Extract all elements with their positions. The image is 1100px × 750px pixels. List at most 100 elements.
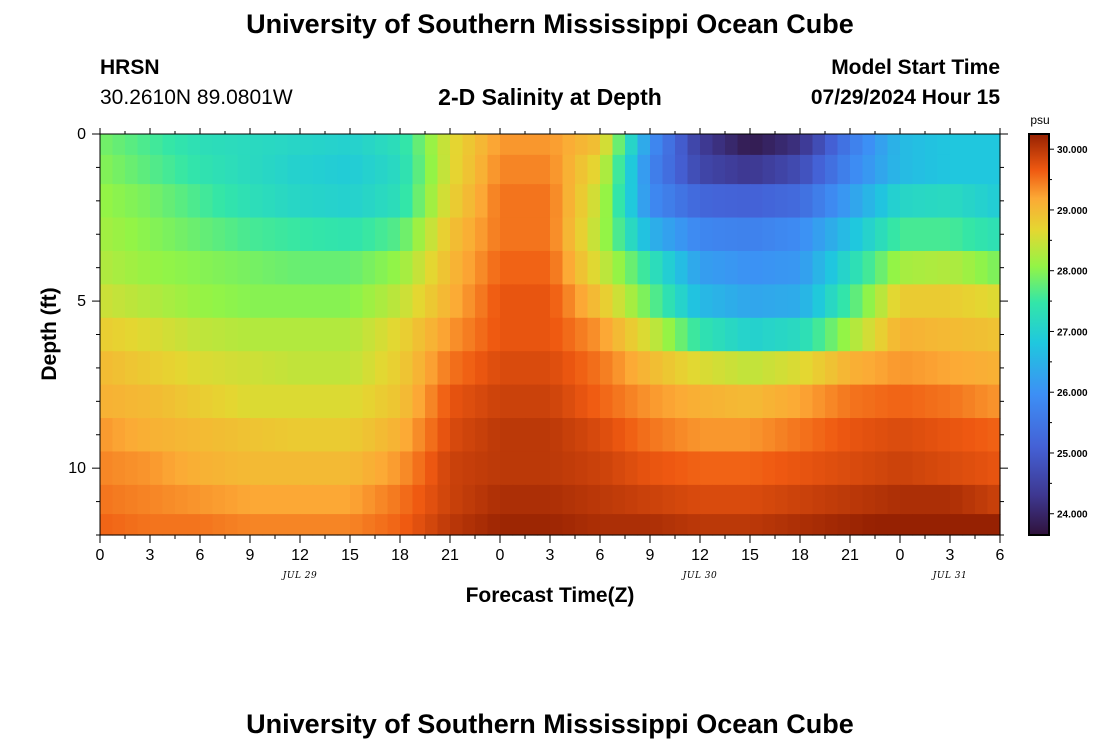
heat-cell xyxy=(900,317,914,352)
heat-cell xyxy=(312,317,326,352)
axes: 0 3 6 9 12 15 18 21 0 3 6 9 12 15 18 21 0 3 6 JUL 29 JUL 30 J… xyxy=(68,126,1008,581)
heat-cell xyxy=(100,451,114,486)
heat-cell xyxy=(650,384,664,419)
heat-cell xyxy=(675,451,689,486)
heat-cell xyxy=(237,351,251,386)
heat-cell xyxy=(412,134,426,156)
heat-cell xyxy=(675,250,689,285)
heat-cell xyxy=(150,134,164,156)
heat-cell xyxy=(937,514,951,536)
heat-cell xyxy=(800,184,814,219)
heat-cell xyxy=(137,284,151,319)
heat-cell xyxy=(750,317,764,352)
heat-cell xyxy=(762,418,776,453)
heat-cell xyxy=(700,451,714,486)
heat-cell xyxy=(187,484,201,515)
heat-cell xyxy=(662,451,676,486)
heat-cell xyxy=(587,250,601,285)
heat-cell xyxy=(637,217,651,252)
heat-cell xyxy=(425,134,439,156)
heat-cell xyxy=(275,134,289,156)
heat-cell xyxy=(850,451,864,486)
heat-cell xyxy=(537,418,551,453)
heat-cell xyxy=(512,451,526,486)
heat-cell xyxy=(537,317,551,352)
heat-cell xyxy=(312,217,326,252)
heat-cell xyxy=(800,451,814,486)
heat-cell xyxy=(887,317,901,352)
heat-cell xyxy=(525,250,539,285)
heat-cell xyxy=(612,284,626,319)
heat-cell xyxy=(437,484,451,515)
heat-cell xyxy=(962,184,976,219)
heat-cell xyxy=(812,250,826,285)
heat-cell xyxy=(125,484,139,515)
heat-cell xyxy=(975,451,989,486)
heat-cell xyxy=(387,250,401,285)
heat-cell xyxy=(262,284,276,319)
heat-cell xyxy=(500,134,514,156)
heat-cell xyxy=(825,351,839,386)
heat-cell xyxy=(575,351,589,386)
heat-cell xyxy=(175,418,189,453)
heat-cell xyxy=(437,250,451,285)
heat-cell xyxy=(500,217,514,252)
heat-cell xyxy=(875,384,889,419)
heat-cell xyxy=(925,351,939,386)
heat-cell xyxy=(862,250,876,285)
heat-cell xyxy=(712,484,726,515)
heat-cell xyxy=(887,217,901,252)
heat-cell xyxy=(450,484,464,515)
heat-cell xyxy=(875,514,889,536)
heat-cell xyxy=(212,484,226,515)
heat-cell xyxy=(737,184,751,219)
heat-cell xyxy=(575,384,589,419)
heat-cell xyxy=(212,284,226,319)
heat-cell xyxy=(650,351,664,386)
heat-cell xyxy=(262,250,276,285)
heat-cell xyxy=(625,451,639,486)
heat-cell xyxy=(250,184,264,219)
heat-cell xyxy=(225,154,239,185)
heat-cell xyxy=(350,250,364,285)
heat-cell xyxy=(787,250,801,285)
heat-cell xyxy=(787,484,801,515)
heat-cell xyxy=(287,317,301,352)
heat-cell xyxy=(750,134,764,156)
heat-cell xyxy=(500,351,514,386)
heat-cell xyxy=(775,154,789,185)
heat-cell xyxy=(425,514,439,536)
heat-cell xyxy=(425,217,439,252)
heat-cell xyxy=(275,317,289,352)
heat-cell xyxy=(537,154,551,185)
heat-cell xyxy=(850,418,864,453)
heat-cell xyxy=(850,154,864,185)
heat-cell xyxy=(112,418,126,453)
heat-cell xyxy=(175,384,189,419)
heat-cell xyxy=(287,250,301,285)
heat-cell xyxy=(725,134,739,156)
heat-cell xyxy=(437,184,451,219)
heat-cell xyxy=(550,134,564,156)
heat-cell xyxy=(862,154,876,185)
heat-cell xyxy=(600,484,614,515)
heat-cell xyxy=(350,514,364,536)
heat-cell xyxy=(475,418,489,453)
heat-cell xyxy=(575,250,589,285)
heat-cell xyxy=(400,217,414,252)
heat-cell xyxy=(850,484,864,515)
heat-cell xyxy=(250,384,264,419)
heat-cell xyxy=(387,418,401,453)
x-tick-label: 6 xyxy=(196,547,205,564)
heat-cell xyxy=(987,351,1001,386)
heat-cell xyxy=(262,217,276,252)
heat-cell xyxy=(725,154,739,185)
x-tick-label: 0 xyxy=(496,547,505,564)
heat-cell xyxy=(887,514,901,536)
heat-cell xyxy=(912,484,926,515)
heat-cell xyxy=(125,284,139,319)
heat-cell xyxy=(475,184,489,219)
heat-cell xyxy=(762,184,776,219)
heat-cell xyxy=(687,514,701,536)
heat-cell xyxy=(800,250,814,285)
